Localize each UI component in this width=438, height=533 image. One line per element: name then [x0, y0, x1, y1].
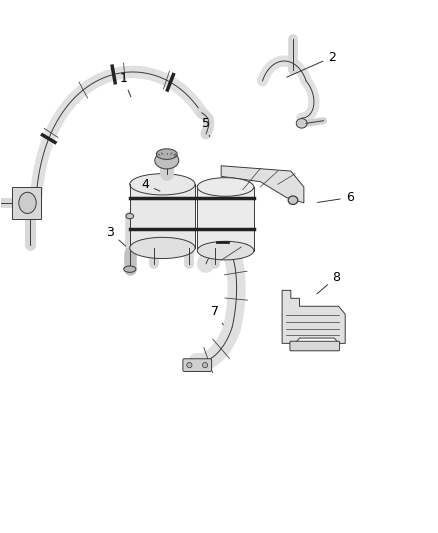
Text: 1: 1 — [119, 72, 131, 97]
Polygon shape — [12, 187, 41, 219]
FancyBboxPatch shape — [197, 187, 254, 251]
Text: 5: 5 — [202, 117, 210, 136]
Ellipse shape — [130, 237, 195, 259]
Polygon shape — [282, 290, 345, 343]
Text: 8: 8 — [317, 271, 340, 294]
Ellipse shape — [197, 177, 254, 196]
FancyBboxPatch shape — [183, 359, 212, 372]
Ellipse shape — [124, 266, 136, 272]
Ellipse shape — [187, 362, 192, 368]
Ellipse shape — [296, 118, 307, 128]
Polygon shape — [221, 166, 304, 203]
Text: 3: 3 — [106, 225, 126, 246]
Text: 7: 7 — [211, 305, 223, 325]
Ellipse shape — [156, 149, 177, 159]
Text: 4: 4 — [141, 178, 160, 191]
Ellipse shape — [288, 196, 298, 205]
Text: 2: 2 — [287, 51, 336, 77]
Ellipse shape — [126, 214, 134, 219]
Ellipse shape — [155, 152, 179, 169]
Ellipse shape — [197, 241, 254, 260]
Ellipse shape — [202, 362, 208, 368]
Text: 6: 6 — [318, 191, 353, 204]
Ellipse shape — [19, 192, 36, 214]
FancyBboxPatch shape — [130, 184, 195, 248]
Ellipse shape — [130, 174, 195, 195]
FancyBboxPatch shape — [290, 341, 339, 351]
